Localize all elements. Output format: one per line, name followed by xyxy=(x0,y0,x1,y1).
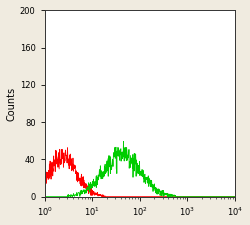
Y-axis label: Counts: Counts xyxy=(7,86,17,121)
